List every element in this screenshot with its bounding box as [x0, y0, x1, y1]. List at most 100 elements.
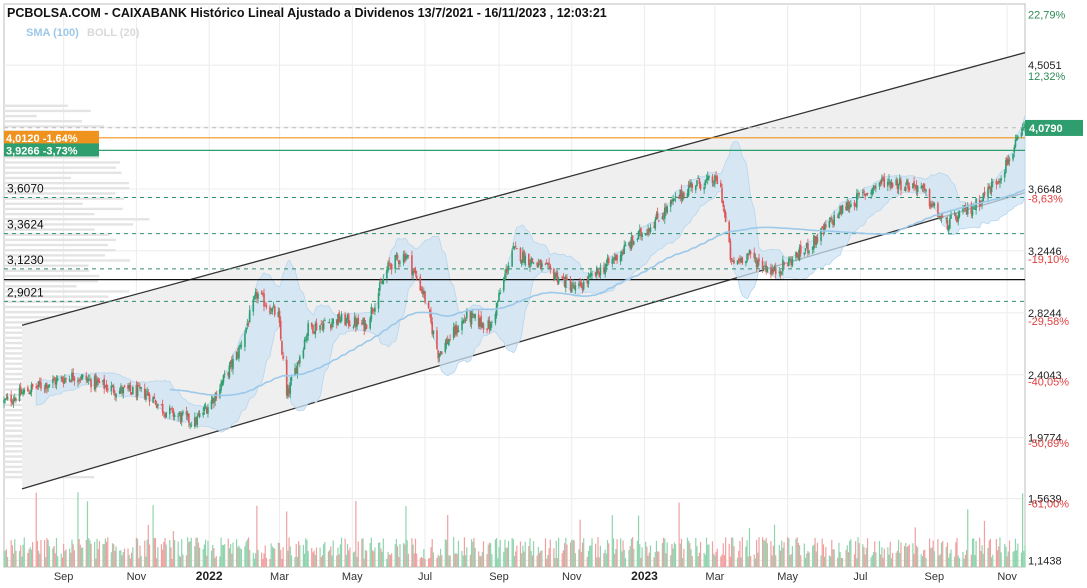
volume-bar-49 [85, 539, 87, 567]
candle-595 [996, 181, 999, 185]
candle-body [420, 288, 423, 291]
candle-body [322, 322, 325, 330]
candle-361 [605, 259, 608, 273]
volume-bar-500 [838, 542, 840, 567]
volume-bar-187 [314, 554, 316, 567]
candle-body [832, 219, 834, 225]
candle-body [857, 194, 859, 196]
candle-498 [833, 211, 835, 227]
candle-506 [847, 199, 850, 213]
x-tick-11: Jul [853, 571, 867, 583]
candle-body [335, 319, 338, 325]
y-tick-6: 1,9774 [1028, 433, 1062, 445]
boll-indicator-label[interactable]: BOLL (20) [87, 27, 140, 39]
candle-body [145, 393, 147, 400]
candle-63 [106, 384, 109, 394]
candle-236 [396, 252, 399, 262]
volume-bar-51 [88, 538, 90, 567]
candle-46 [79, 376, 82, 384]
candle-608 [1017, 134, 1019, 140]
volume-bar-170 [287, 550, 289, 567]
candle-body [512, 245, 515, 249]
volume-bar-491 [822, 544, 825, 567]
candle-234 [394, 254, 397, 274]
volume-bar-92 [156, 558, 158, 567]
candle-body [46, 384, 48, 390]
volume-bar-63 [107, 537, 109, 567]
candle-22 [38, 377, 41, 388]
candle-316 [530, 256, 532, 267]
candle-body [628, 243, 630, 246]
volume-bar-476 [797, 542, 799, 567]
candle-31 [54, 376, 57, 389]
candle-body [606, 257, 609, 263]
candle-313 [524, 252, 527, 267]
candle-481 [805, 242, 808, 249]
candle-body [861, 191, 864, 193]
candle-137 [231, 356, 233, 372]
candle-body [564, 276, 567, 288]
candle-body [863, 190, 865, 193]
candle-body [372, 309, 375, 311]
candle-body [607, 258, 610, 263]
candle-386 [647, 224, 649, 237]
volume-bar-379 [636, 540, 638, 567]
candle-2 [5, 393, 8, 400]
volume-bar-212 [356, 557, 358, 567]
sma-indicator-label[interactable]: SMA (100) [26, 27, 79, 39]
volume-bar-603 [1008, 540, 1011, 567]
volume-bar-161 [271, 546, 273, 567]
candle-body [544, 263, 547, 265]
volume-bar-325 [546, 558, 548, 567]
volume-bar-12 [22, 544, 24, 567]
candle-body [403, 253, 406, 262]
candle-465 [779, 270, 782, 279]
volume-bar-10 [20, 545, 22, 567]
candle-394 [661, 212, 664, 220]
candle-87 [147, 388, 150, 397]
candle-532 [890, 178, 893, 190]
candle-39 [68, 375, 71, 383]
candle-5 [11, 398, 14, 405]
candle-body [949, 218, 951, 229]
candle-body [714, 175, 716, 184]
candle-566 [947, 224, 950, 235]
candle-190 [320, 320, 323, 326]
volume-bar-596 [998, 546, 1000, 567]
volume-bar-412 [690, 549, 692, 567]
candle-495 [829, 217, 832, 223]
volume-bar-77 [131, 552, 133, 567]
candle-body [661, 216, 664, 220]
volume-bar-227 [381, 551, 383, 567]
candle-body [381, 282, 383, 284]
candle-23 [40, 377, 42, 392]
candle-body [694, 185, 697, 191]
volume-bar-588 [983, 520, 986, 567]
candle-606 [1014, 134, 1017, 149]
volume-bar-129 [219, 556, 221, 567]
candle-364 [611, 255, 614, 268]
volume-bar-316 [530, 550, 532, 567]
candle-580 [971, 205, 974, 219]
profile-bar [4, 305, 118, 309]
candle-501 [839, 205, 841, 215]
volume-bar-612 [1024, 545, 1026, 567]
candle-body [278, 310, 281, 323]
volume-bar-434 [728, 543, 730, 567]
volume-bar-199 [336, 555, 338, 567]
candle-body [277, 311, 280, 317]
candle-body [81, 374, 84, 378]
volume-bar-9 [18, 551, 21, 567]
volume-bar-356 [597, 537, 599, 567]
volume-bar-510 [855, 541, 857, 567]
volume-bar-101 [171, 558, 173, 567]
candle-280 [470, 309, 473, 329]
candle-224 [377, 287, 380, 313]
candle-505 [846, 198, 849, 211]
candle-body [262, 293, 264, 295]
candle-539 [903, 186, 906, 191]
candle-65 [111, 384, 114, 388]
candle-body [536, 262, 538, 266]
candle-510 [854, 202, 857, 208]
candle-357 [598, 271, 600, 278]
